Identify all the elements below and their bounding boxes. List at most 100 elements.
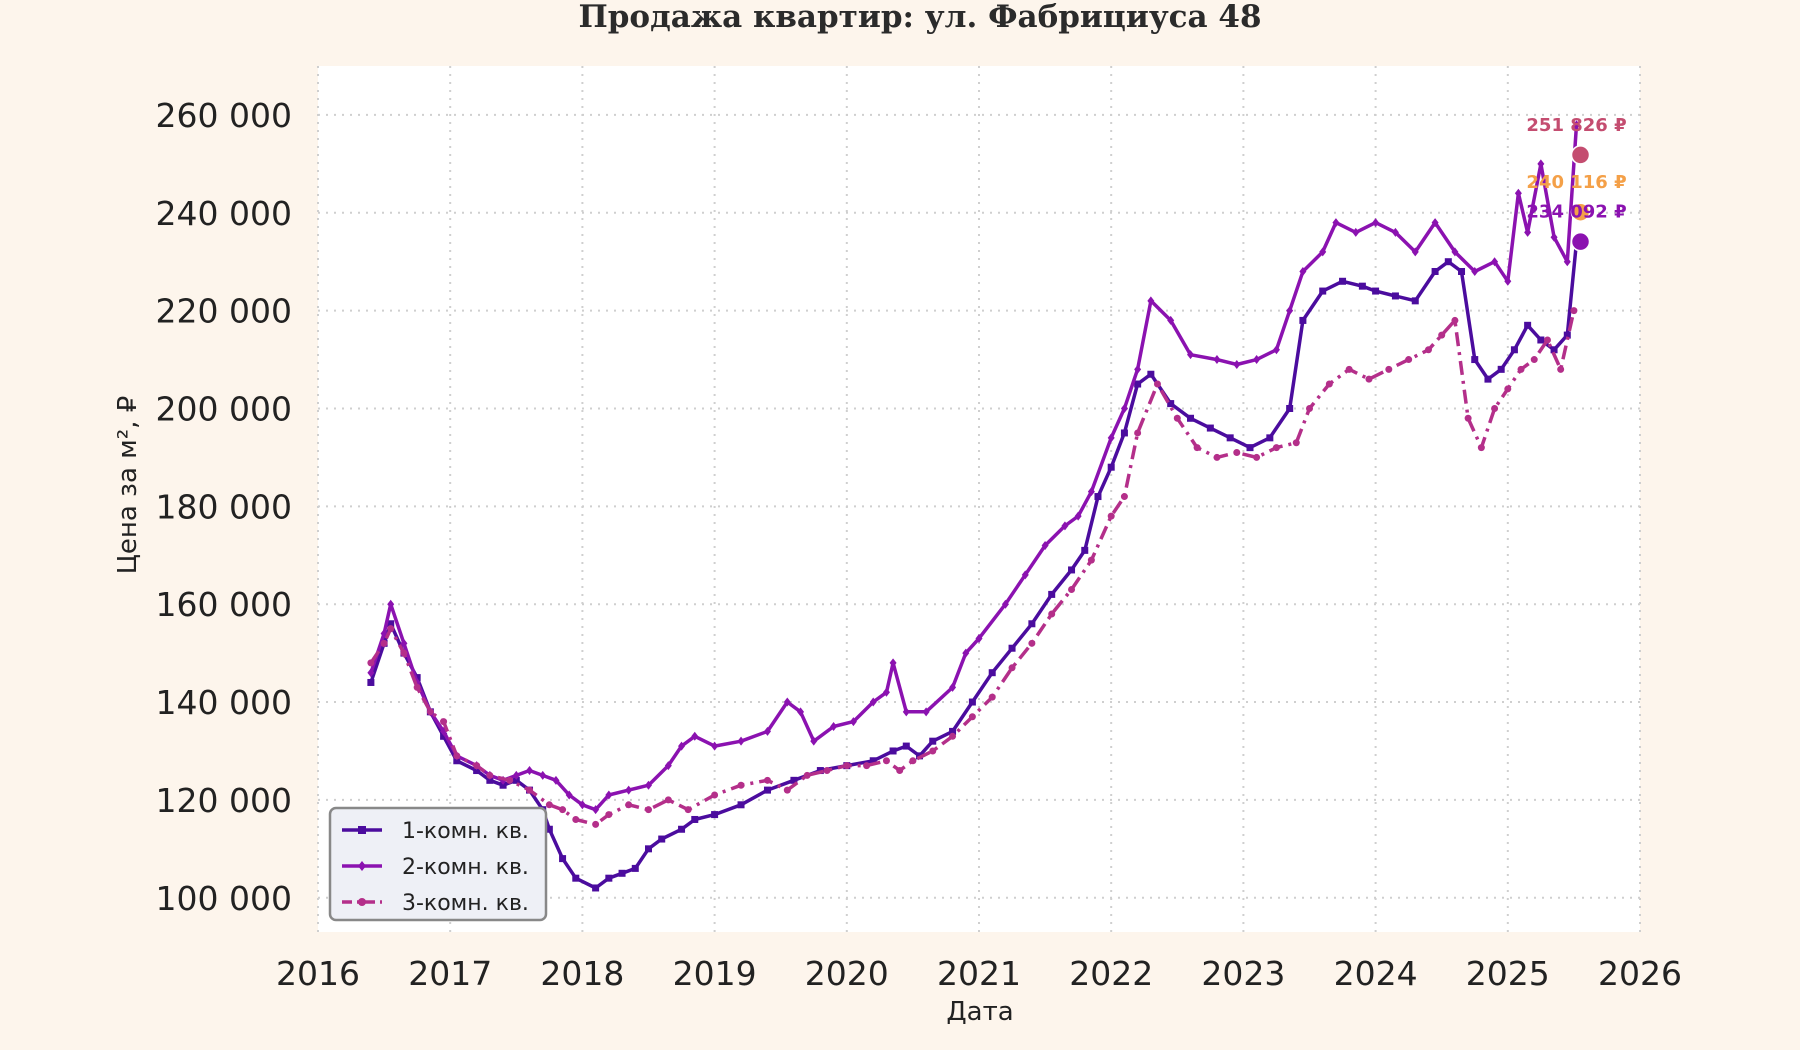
end-marker-dot bbox=[1570, 231, 1591, 252]
data-point bbox=[578, 800, 586, 810]
data-point bbox=[426, 708, 434, 716]
data-point bbox=[1028, 639, 1036, 647]
data-point bbox=[1272, 345, 1280, 355]
data-point bbox=[1134, 364, 1142, 374]
data-point bbox=[1405, 356, 1413, 364]
data-point bbox=[1424, 346, 1432, 354]
end-marker-label: 234 092 ₽ bbox=[1526, 202, 1626, 223]
data-point bbox=[1391, 227, 1399, 237]
data-point bbox=[1550, 232, 1558, 242]
y-tick-label: 240 000 bbox=[156, 194, 292, 233]
data-point bbox=[453, 752, 461, 760]
data-point bbox=[1299, 316, 1307, 324]
data-point bbox=[1458, 267, 1466, 275]
data-point bbox=[618, 869, 626, 877]
data-point bbox=[1573, 120, 1581, 130]
data-point bbox=[1530, 356, 1538, 364]
data-point bbox=[1008, 644, 1016, 652]
data-point bbox=[1041, 540, 1049, 550]
data-point bbox=[1563, 257, 1571, 267]
end-marker-label: 240 116 ₽ bbox=[1526, 172, 1626, 193]
data-point bbox=[1358, 282, 1366, 290]
legend-box bbox=[328, 806, 548, 922]
data-point bbox=[863, 762, 871, 770]
data-point bbox=[763, 786, 771, 794]
data-point bbox=[440, 718, 448, 726]
data-point bbox=[1411, 247, 1419, 257]
data-point bbox=[1061, 521, 1069, 531]
data-point bbox=[882, 687, 890, 697]
data-point bbox=[1491, 257, 1499, 267]
data-point bbox=[440, 732, 448, 740]
data-point bbox=[559, 855, 567, 863]
data-point bbox=[1193, 444, 1201, 452]
data-point bbox=[1147, 370, 1155, 378]
data-point bbox=[1233, 449, 1241, 457]
series-2-комн. кв. bbox=[367, 120, 1581, 815]
data-point bbox=[691, 731, 699, 741]
y-tick-label: 100 000 bbox=[156, 879, 292, 918]
data-point bbox=[1537, 336, 1545, 344]
data-point bbox=[783, 786, 791, 794]
data-point bbox=[803, 771, 811, 779]
data-point bbox=[473, 767, 481, 775]
data-point bbox=[552, 775, 560, 785]
data-point bbox=[1391, 292, 1399, 300]
data-point bbox=[473, 762, 481, 770]
data-point bbox=[1537, 159, 1545, 169]
data-point bbox=[592, 820, 600, 828]
data-point bbox=[1451, 247, 1459, 257]
data-point bbox=[797, 707, 805, 717]
data-point bbox=[1319, 247, 1327, 257]
legend: 1-комн. кв. 2-комн. кв. 3-комн. кв. bbox=[328, 806, 548, 922]
x-axis-label: Дата bbox=[946, 997, 1013, 1027]
data-point bbox=[625, 785, 633, 795]
data-point bbox=[949, 732, 957, 740]
y-axis-ticks: 100 000 120 000 140 000 160 000 180 000 200 0… bbox=[156, 96, 292, 918]
data-point bbox=[1411, 297, 1419, 305]
data-point bbox=[1444, 258, 1452, 266]
data-point bbox=[512, 776, 520, 784]
data-point bbox=[645, 845, 652, 853]
data-point bbox=[1471, 356, 1479, 364]
data-point bbox=[711, 791, 719, 799]
data-point bbox=[506, 776, 514, 784]
data-point bbox=[592, 805, 600, 815]
data-point bbox=[975, 633, 983, 643]
data-point bbox=[830, 722, 838, 732]
data-point bbox=[902, 742, 910, 750]
data-point bbox=[1134, 380, 1142, 388]
data-point bbox=[1173, 414, 1181, 422]
data-point bbox=[1134, 429, 1142, 437]
legend-label: 3-комн. кв. bbox=[402, 891, 529, 916]
data-point bbox=[988, 693, 996, 701]
data-point bbox=[631, 864, 639, 872]
data-point bbox=[1213, 355, 1221, 365]
data-point bbox=[737, 801, 745, 809]
data-point bbox=[1167, 315, 1175, 325]
end-marker-dot bbox=[1570, 145, 1591, 165]
data-point bbox=[1286, 306, 1294, 316]
data-point bbox=[387, 599, 395, 609]
x-tick-label: 2025 bbox=[1466, 954, 1550, 993]
data-point bbox=[882, 757, 890, 765]
data-point bbox=[823, 767, 831, 775]
data-point bbox=[1471, 266, 1479, 276]
end-marker-dot bbox=[1570, 202, 1591, 222]
data-point bbox=[790, 776, 798, 784]
data-point bbox=[1120, 403, 1128, 413]
x-axis-ticks: 2016 2017 2018 2019 2020 2021 2022 2023 2024 2025… bbox=[276, 954, 1682, 993]
data-point bbox=[1233, 359, 1241, 369]
data-point bbox=[539, 770, 547, 780]
data-point bbox=[1167, 400, 1175, 408]
data-point bbox=[1477, 444, 1485, 452]
data-point bbox=[645, 780, 652, 790]
data-point bbox=[843, 762, 851, 770]
series-1-комн. кв. bbox=[367, 238, 1581, 892]
data-point bbox=[1292, 439, 1300, 447]
data-point bbox=[889, 747, 897, 755]
data-point bbox=[658, 835, 666, 843]
data-point bbox=[1094, 493, 1102, 501]
grid bbox=[317, 66, 1641, 932]
